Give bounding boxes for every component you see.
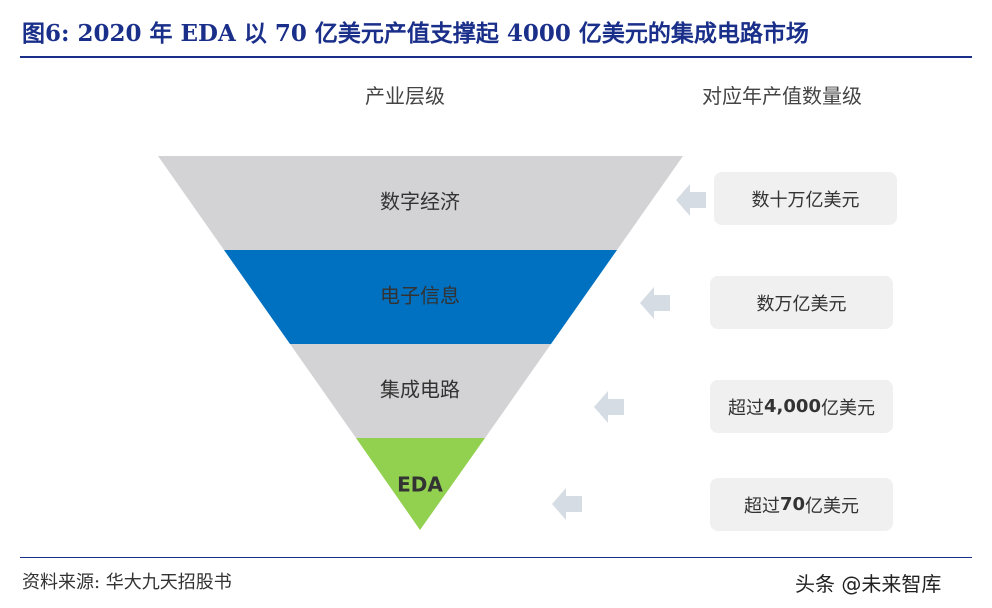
source-note: 资料来源: 华大九天招股书 <box>22 572 232 593</box>
watermark: 头条 @未来智库 <box>795 572 942 596</box>
arrow-left-icon <box>594 391 624 423</box>
value-number: 4,000 <box>764 396 821 417</box>
arrow-left-icon <box>640 287 670 319</box>
header-industry-level: 产业层级 <box>365 84 445 108</box>
value-unit: 亿美元 <box>820 397 875 419</box>
value-unit: 亿美元 <box>805 495 860 517</box>
value-box-eda: 超过 70 亿美元 <box>710 478 893 531</box>
value-text: 超过 <box>743 495 780 517</box>
layer-electronic-info <box>224 250 617 344</box>
layer-eda <box>356 438 485 530</box>
footer-divider <box>20 557 972 558</box>
layer-integrated-circuit <box>290 344 551 438</box>
value-text: 数十万亿美元 <box>751 189 860 211</box>
layer-label-integrated-circuit: 集成电路 <box>380 378 460 402</box>
value-text: 超过 <box>728 397 765 419</box>
header-annual-output: 对应年产值数量级 <box>702 84 862 108</box>
value-number: 70 <box>779 494 806 515</box>
value-box-digital-economy: 数十万亿美元 <box>714 172 897 225</box>
value-box-electronic-info: 数万亿美元 <box>710 276 893 329</box>
arrow-left-icon <box>676 184 706 216</box>
arrow-left-icon <box>552 488 582 520</box>
layer-label-eda: EDA <box>397 473 443 497</box>
value-box-integrated-circuit: 超过 4,000 亿美元 <box>710 380 893 433</box>
title-divider <box>20 56 972 58</box>
page-title: 图6: 2020 年 EDA 以 70 亿美元产值支撑起 4000 亿美元的集成… <box>22 20 809 47</box>
layer-digital-economy <box>158 156 683 250</box>
layer-label-electronic-info: 电子信息 <box>380 284 460 308</box>
layer-label-digital-economy: 数字经济 <box>380 190 460 214</box>
value-text: 数万亿美元 <box>756 293 847 315</box>
